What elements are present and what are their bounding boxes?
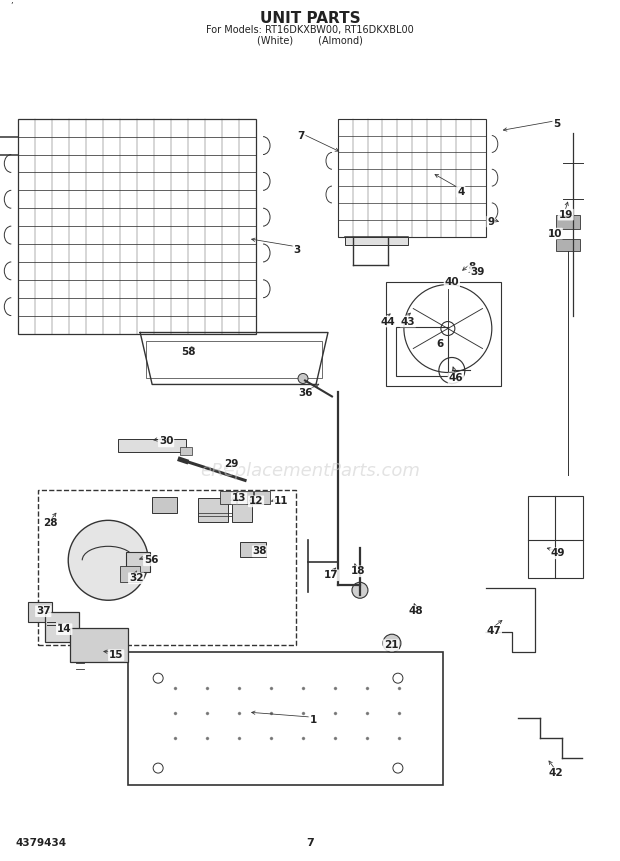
Bar xyxy=(528,496,583,579)
Text: UNIT PARTS: UNIT PARTS xyxy=(260,11,360,27)
Text: 7: 7 xyxy=(306,838,314,848)
Bar xyxy=(146,340,322,379)
Text: 28: 28 xyxy=(43,518,58,529)
Text: 56: 56 xyxy=(144,555,158,566)
Circle shape xyxy=(298,374,308,383)
Text: 5: 5 xyxy=(553,119,560,129)
Text: 46: 46 xyxy=(448,374,463,383)
Bar xyxy=(180,448,192,455)
Text: 44: 44 xyxy=(381,317,396,326)
Text: 4: 4 xyxy=(457,187,464,196)
Text: 14: 14 xyxy=(57,624,71,635)
Bar xyxy=(338,119,486,237)
Bar xyxy=(45,612,79,642)
Bar xyxy=(38,491,296,645)
Text: 8: 8 xyxy=(468,262,476,271)
Text: 18: 18 xyxy=(351,567,365,576)
Circle shape xyxy=(383,635,401,652)
Text: 9: 9 xyxy=(487,217,494,226)
Text: ’: ’ xyxy=(11,2,13,11)
Bar xyxy=(29,602,52,623)
Bar xyxy=(18,119,256,333)
Bar xyxy=(70,629,128,662)
Bar xyxy=(556,238,580,251)
Text: 4379434: 4379434 xyxy=(16,838,66,848)
Text: 3: 3 xyxy=(293,245,301,255)
Circle shape xyxy=(441,321,455,336)
Text: (White)        (Almond): (White) (Almond) xyxy=(257,36,363,46)
Bar xyxy=(126,552,150,573)
Text: 42: 42 xyxy=(549,768,563,778)
Circle shape xyxy=(68,520,148,600)
Text: 10: 10 xyxy=(547,229,562,238)
Bar xyxy=(220,492,236,505)
Text: 29: 29 xyxy=(224,460,238,469)
Text: 37: 37 xyxy=(36,606,51,616)
Circle shape xyxy=(352,582,368,598)
Text: 6: 6 xyxy=(436,338,443,349)
Text: 48: 48 xyxy=(409,606,423,616)
Text: 12: 12 xyxy=(249,496,264,506)
Bar xyxy=(396,326,448,376)
Text: 30: 30 xyxy=(159,437,174,446)
Bar xyxy=(232,499,252,523)
Text: 49: 49 xyxy=(551,548,565,558)
Text: 21: 21 xyxy=(384,641,398,650)
Text: 1: 1 xyxy=(309,715,317,725)
Bar xyxy=(152,498,177,513)
Text: For Models: RT16DKXBW00, RT16DKXBL00: For Models: RT16DKXBW00, RT16DKXBL00 xyxy=(206,25,414,34)
Bar xyxy=(254,492,270,505)
Bar xyxy=(237,492,253,505)
Text: 58: 58 xyxy=(181,348,195,357)
Bar xyxy=(118,439,186,452)
Bar xyxy=(240,542,266,557)
Bar xyxy=(386,282,501,387)
Text: 11: 11 xyxy=(274,496,288,506)
Bar xyxy=(128,652,443,785)
Bar xyxy=(556,214,580,229)
Text: 7: 7 xyxy=(298,131,304,140)
Text: 39: 39 xyxy=(471,267,485,276)
Text: 19: 19 xyxy=(559,209,573,220)
Bar xyxy=(120,567,140,582)
Text: 40: 40 xyxy=(445,276,459,287)
Text: 43: 43 xyxy=(401,317,415,326)
Text: eReplacementParts.com: eReplacementParts.com xyxy=(200,462,420,480)
Text: 15: 15 xyxy=(109,650,123,660)
Text: 38: 38 xyxy=(253,546,267,556)
Text: 32: 32 xyxy=(129,573,143,583)
Text: 36: 36 xyxy=(299,388,313,399)
Text: 13: 13 xyxy=(232,493,246,504)
Text: 17: 17 xyxy=(324,570,339,580)
Bar xyxy=(198,499,228,523)
Text: 47: 47 xyxy=(487,626,501,636)
Bar xyxy=(345,237,408,245)
